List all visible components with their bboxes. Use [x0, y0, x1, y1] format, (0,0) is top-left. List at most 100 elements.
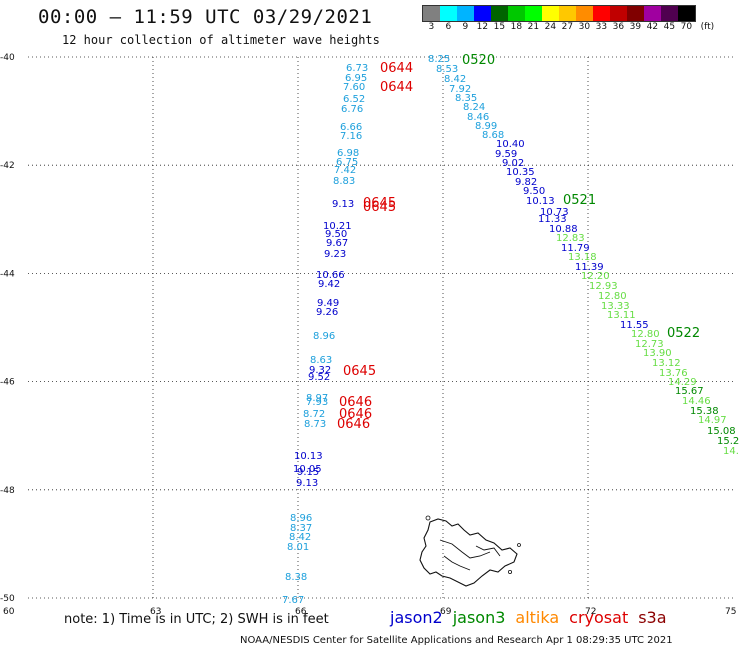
wave-height-value: 8.42	[444, 74, 466, 85]
pass-time-label: 0521	[563, 193, 596, 208]
wave-height-value: 11.79	[561, 243, 590, 254]
pass-time-label: 0645	[343, 364, 376, 379]
wave-height-value: 9.26	[316, 307, 338, 318]
legend-label: 36	[612, 22, 625, 32]
legend-label: 21	[527, 22, 540, 32]
pass-time-label: 0646	[339, 395, 372, 410]
legend-label: 3	[428, 22, 435, 32]
wave-height-value: 8.46	[467, 112, 489, 123]
wave-height-value: 6.52	[343, 94, 365, 105]
wave-height-value: 8.24	[463, 102, 485, 113]
page-title: 00:00 – 11:59 UTC 03/29/2021	[38, 6, 373, 28]
wave-height-value: 12.73	[635, 339, 664, 350]
color-scale-legend	[422, 5, 696, 22]
satellite-legend-item: altika	[515, 608, 560, 627]
pass-time-label: 0646	[339, 407, 372, 422]
credits-footer: NOAA/NESDIS Center for Satellite Applica…	[240, 635, 673, 646]
pass-time-label: 0522	[667, 326, 700, 341]
wave-height-value: 8.63	[310, 355, 332, 366]
legend-label: 18	[510, 22, 523, 32]
pass-time-label: 0520	[462, 53, 495, 68]
wave-height-value: 9.42	[318, 279, 340, 290]
wave-height-value: 9.32	[309, 365, 331, 376]
legend-swatch	[525, 6, 542, 21]
wave-height-value: 9.49	[317, 298, 339, 309]
wave-height-value: 11.55	[620, 320, 649, 331]
latitude-tick-label: -46	[0, 378, 15, 388]
wave-height-value: 12.93	[589, 281, 618, 292]
longitude-tick-label: 60	[3, 607, 15, 617]
legend-swatch	[491, 6, 508, 21]
legend-swatch	[610, 6, 627, 21]
latitude-tick-label: -40	[0, 53, 15, 63]
legend-swatch	[423, 6, 440, 21]
legend-swatch	[576, 6, 593, 21]
legend-label: 33	[595, 22, 608, 32]
satellite-legend: jason2 jason3 altika cryosat s3a	[390, 608, 677, 627]
legend-label: 15	[493, 22, 506, 32]
wave-height-value: 9.50	[325, 229, 347, 240]
legend-label: 6	[445, 22, 452, 32]
legend-swatch	[542, 6, 559, 21]
pass-time-label: 0644	[380, 61, 413, 76]
latitude-tick-label: -50	[0, 594, 15, 604]
pass-time-label: 0646	[337, 417, 370, 432]
wave-height-value: 8.37	[290, 523, 312, 534]
wave-height-value: 10.21	[323, 221, 352, 232]
legend-swatch	[440, 6, 457, 21]
wave-height-value: 10.13	[294, 451, 323, 462]
wave-height-value: 8.97	[306, 393, 328, 404]
wave-height-value: 7.92	[449, 84, 471, 95]
wave-height-value: 14.	[723, 446, 739, 457]
legend-swatch	[457, 6, 474, 21]
wave-height-value: 9.13	[296, 478, 318, 489]
wave-height-value: 8.38	[285, 572, 307, 583]
longitude-tick-label: 75	[725, 607, 736, 617]
legend-label: (ft)	[700, 22, 715, 32]
wave-height-value: 6.73	[346, 63, 368, 74]
wave-height-value: 8.96	[290, 513, 312, 524]
wave-height-value: 9.13	[332, 199, 354, 210]
wave-height-value: 8.73	[304, 419, 326, 430]
legend-label: 24	[544, 22, 557, 32]
wave-height-value: 9.52	[308, 372, 330, 383]
longitude-tick-label: 69	[440, 607, 452, 617]
wave-height-value: 10.66	[316, 270, 345, 281]
wave-height-value: 6.95	[345, 73, 367, 84]
wave-height-value: 8.01	[287, 542, 309, 553]
wave-height-value: 8.72	[303, 409, 325, 420]
legend-swatch	[474, 6, 491, 21]
wave-height-value: 8.53	[436, 64, 458, 75]
satellite-legend-item: jason3	[452, 608, 506, 627]
wave-height-value: 8.99	[475, 121, 497, 132]
satellite-legend-item: s3a	[638, 608, 667, 627]
map-note: note: 1) Time is in UTC; 2) SWH is in fe…	[64, 612, 329, 627]
map-grid	[28, 56, 733, 599]
wave-height-value: 7.67	[282, 595, 304, 606]
wave-height-observations: 6.736.957.606.526.76 6.667.16 6.986.757.42…	[282, 53, 739, 606]
wave-height-value: 11.33	[538, 214, 567, 225]
wave-height-value: 10.13	[526, 196, 555, 207]
wave-height-value: 13.11	[607, 310, 636, 321]
wave-height-value: 10.88	[549, 224, 578, 235]
pass-time-label: 0644	[380, 80, 413, 95]
wave-height-value: 13.76	[659, 368, 688, 379]
longitude-tick-label: 66	[295, 607, 307, 617]
wave-height-value: 15.38	[690, 406, 719, 417]
page-subtitle: 12 hour collection of altimeter wave hei…	[62, 33, 380, 47]
legend-swatch	[593, 6, 610, 21]
legend-swatch	[508, 6, 525, 21]
wave-height-value: 9.82	[515, 177, 537, 188]
kerguelen-island-outline	[419, 515, 521, 587]
wave-height-value: 7.93	[306, 397, 328, 408]
wave-height-value: 15.2	[717, 436, 739, 447]
wave-height-value: 13.90	[643, 348, 672, 359]
wave-height-value: 13.33	[601, 301, 630, 312]
wave-height-value: 12.80	[631, 329, 660, 340]
wave-height-value: 14.46	[682, 396, 711, 407]
satellite-legend-item: cryosat	[569, 608, 629, 627]
wave-height-value: 13.12	[652, 358, 681, 369]
wave-height-value: 10.35	[506, 167, 535, 178]
pass-time-label: 0645	[363, 200, 396, 215]
